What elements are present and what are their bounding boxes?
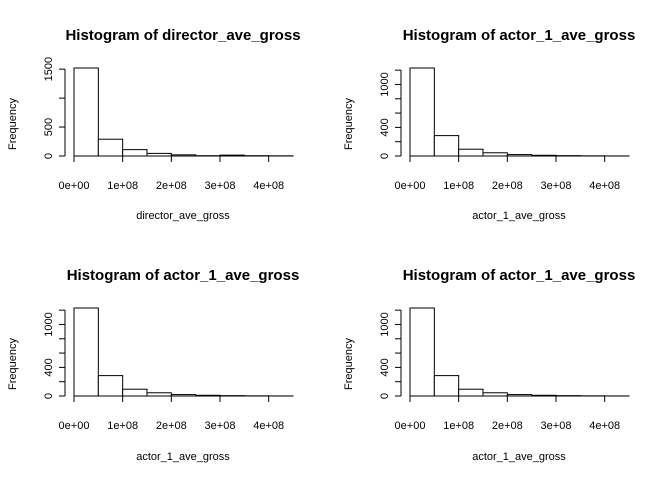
x-tick-label: 3e+08 bbox=[541, 180, 572, 192]
x-tick-label: 4e+08 bbox=[589, 420, 620, 432]
x-axis-label: director_ave_gross bbox=[136, 210, 230, 222]
y-tick-label: 0 bbox=[379, 393, 391, 399]
x-tick-label: 4e+08 bbox=[253, 180, 284, 192]
y-tick-label: 400 bbox=[379, 118, 391, 136]
x-tick-label: 1e+08 bbox=[107, 420, 138, 432]
histogram-bar bbox=[97, 138, 124, 157]
x-tick-label: 2e+08 bbox=[492, 420, 523, 432]
histogram-bar bbox=[433, 375, 460, 397]
histogram-bar bbox=[73, 307, 99, 397]
panel-actor-1-ave-gross-bottom-left: 0e+00 1e+08 2e+08 3e+08 4e+08 0 400 1000 Histogr… bbox=[7, 267, 299, 463]
y-tick-label: 1000 bbox=[379, 312, 391, 336]
x-tick-label: 3e+08 bbox=[205, 180, 236, 192]
y-axis-label: Frequency bbox=[343, 98, 355, 150]
x-tick-label: 0e+00 bbox=[59, 180, 90, 192]
x-tick-label: 1e+08 bbox=[443, 180, 474, 192]
y-tick-label: 1500 bbox=[43, 57, 55, 81]
chart-title: Histogram of actor_1_ave_gross bbox=[403, 27, 636, 44]
histogram-bar bbox=[409, 307, 435, 397]
chart-title: Histogram of actor_1_ave_gross bbox=[403, 267, 636, 284]
x-tick-label: 0e+00 bbox=[395, 180, 426, 192]
x-axis-label: actor_1_ave_gross bbox=[472, 210, 566, 222]
y-axis-label: Frequency bbox=[343, 338, 355, 390]
x-tick-label: 0e+00 bbox=[395, 420, 426, 432]
x-tick-label: 1e+08 bbox=[107, 180, 138, 192]
y-tick-label: 500 bbox=[43, 118, 55, 136]
x-axis-label: actor_1_ave_gross bbox=[472, 451, 566, 463]
x-tick-label: 2e+08 bbox=[156, 180, 187, 192]
histogram-bar bbox=[458, 388, 484, 397]
y-tick-label: 0 bbox=[43, 153, 55, 159]
panel-actor-1-ave-gross-top-right: 0e+00 1e+08 2e+08 3e+08 4e+08 0 400 1000 Histogr… bbox=[343, 27, 635, 222]
histogram-bar bbox=[73, 67, 99, 157]
x-tick-label: 1e+08 bbox=[443, 420, 474, 432]
x-tick-label: 3e+08 bbox=[205, 420, 236, 432]
panel-actor-1-ave-gross-bottom-right: 0e+00 1e+08 2e+08 3e+08 4e+08 0 400 1000 Histogr… bbox=[343, 267, 635, 463]
y-tick-label: 0 bbox=[43, 393, 55, 399]
y-tick-label: 1000 bbox=[379, 72, 391, 96]
x-tick-label: 4e+08 bbox=[589, 180, 620, 192]
x-tick-label: 4e+08 bbox=[253, 420, 284, 432]
y-tick-label: 1000 bbox=[43, 312, 55, 336]
x-axis-label: actor_1_ave_gross bbox=[136, 451, 230, 463]
histogram-bar bbox=[433, 135, 460, 157]
histogram-bar bbox=[122, 149, 148, 157]
y-axis-label: Frequency bbox=[7, 338, 19, 390]
histogram-bar bbox=[458, 148, 484, 157]
histogram-bar bbox=[122, 388, 148, 397]
x-tick-label: 2e+08 bbox=[492, 180, 523, 192]
chart-title: Histogram of actor_1_ave_gross bbox=[67, 267, 300, 284]
x-tick-label: 0e+00 bbox=[59, 420, 90, 432]
histogram-bar bbox=[409, 67, 435, 157]
y-axis-label: Frequency bbox=[7, 98, 19, 150]
chart-title: Histogram of director_ave_gross bbox=[65, 27, 300, 44]
x-tick-label: 2e+08 bbox=[156, 420, 187, 432]
x-tick-label: 3e+08 bbox=[541, 420, 572, 432]
y-tick-label: 0 bbox=[379, 153, 391, 159]
y-tick-label: 400 bbox=[43, 358, 55, 376]
y-tick-label: 400 bbox=[379, 358, 391, 376]
panel-director-ave-gross: 0e+00 1e+08 2e+08 3e+08 4e+08 0 500 1500 Histogr… bbox=[7, 27, 301, 222]
histogram-bar bbox=[97, 375, 124, 397]
